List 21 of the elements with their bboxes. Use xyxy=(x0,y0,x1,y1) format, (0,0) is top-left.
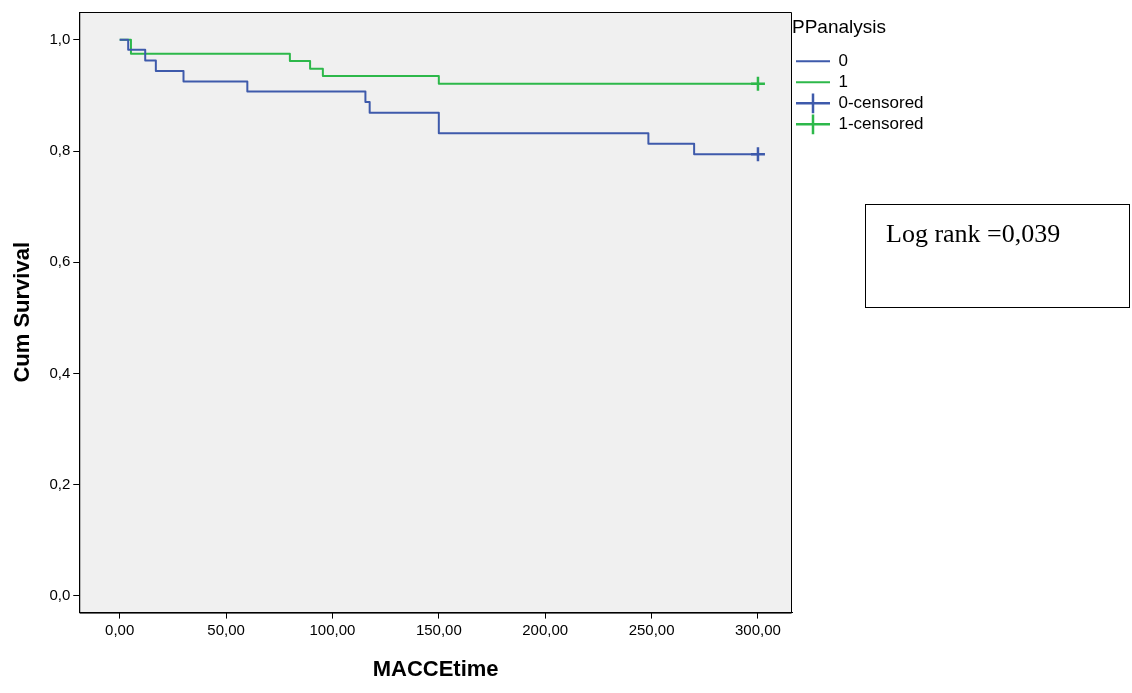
text: Log rank =0,039 xyxy=(865,204,1130,308)
x-axis-title: MACCEtime xyxy=(372,655,499,681)
y-tick-label: 0,6 xyxy=(49,252,71,270)
x-tick-label: 50,00 xyxy=(207,620,245,638)
legend-title: PPanalysis xyxy=(792,15,886,37)
y-tick-label: 0,4 xyxy=(49,363,71,381)
x-tick-label: 0,00 xyxy=(105,620,135,638)
y-tick-label: 0,0 xyxy=(49,586,71,604)
x-tick-label: 150,00 xyxy=(415,620,462,638)
legend-label: 1 xyxy=(838,71,848,91)
y-tick-label: 0,8 xyxy=(49,141,71,159)
legend-label: 1-censored xyxy=(838,113,924,133)
x-tick-label: 300,00 xyxy=(735,620,781,638)
x-tick-label: 200,00 xyxy=(522,620,569,638)
x-tick-label: 250,00 xyxy=(628,620,675,638)
y-tick-label: 0,2 xyxy=(49,474,71,492)
y-tick-label: 1,0 xyxy=(49,29,71,47)
legend-label: 0 xyxy=(838,50,848,70)
legend-label: 0-censored xyxy=(838,92,924,112)
x-tick-label: 100,00 xyxy=(309,620,356,638)
y-axis-title: Cum Survival xyxy=(9,242,35,383)
